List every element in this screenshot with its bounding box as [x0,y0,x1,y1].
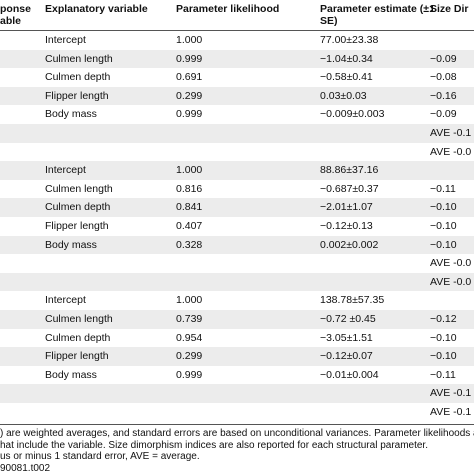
note-line: ) are weighted averages, and standard er… [0,428,474,439]
table-cell: 0.999 [176,368,203,381]
table-row: Culmen length 0.816 −0.687±0.37 −0.11 [0,180,474,199]
table-cell: AVE -0.0 [430,257,472,270]
table-cell: −3.05±1.51 [320,331,373,344]
header-cell: Parameter estimate (±1 SE) [320,3,435,27]
table-cell: 0.999 [176,52,203,65]
table-cell: AVE -0.0 [430,145,472,158]
table-cell: −0.11 [430,368,456,381]
table-row: Flipper length 0.299 0.03±0.03 −0.16 [0,86,474,106]
table-cell: −0.09 [430,108,457,121]
table-cell: 0.407 [176,220,203,232]
table-notes: ) are weighted averages, and standard er… [0,424,474,474]
table-cell: −0.10 [430,220,457,232]
table-row: Body mass 0.328 0.002±0.002 −0.10 [0,235,474,255]
table-cell: Flipper length [45,350,109,363]
table-cell: Intercept [45,164,86,177]
table-cell: Flipper length [45,220,109,232]
table-cell: −0.01±0.004 [320,368,379,381]
table-cell: −0.72 ±0.45 [320,313,376,325]
table-cell: −1.04±0.34 [320,52,373,65]
table-cell: 0.299 [176,89,203,102]
table-row: Body mass 0.999 −0.01±0.004 −0.11 [0,366,474,385]
table-cell: Culmen length [45,52,113,65]
table-row: Intercept 1.000 77.00±23.38 [0,31,474,50]
table-cell: 0.03±0.03 [320,89,367,102]
table-cell: −0.58±0.41 [320,71,373,84]
table-row: Culmen depth 0.954 −3.05±1.51 −0.10 [0,329,474,348]
table-cell: AVE -0.1 [430,387,472,400]
header-cell: ponse able [0,3,31,27]
table-cell: 1.000 [176,34,203,46]
table-cell: Culmen depth [45,331,111,344]
table-cell: Body mass [45,368,97,381]
table-cell: −0.09 [430,52,457,65]
table-cell: Intercept [45,34,86,46]
table-cell: −2.01±1.07 [320,201,373,214]
table-cell: −0.12 [430,313,457,325]
table-row: Flipper length 0.407 −0.12±0.13 −0.10 [0,217,474,236]
table-cell: Culmen length [45,313,113,325]
table-cell: −0.16 [430,89,457,102]
table-cell: 0.999 [176,108,203,121]
table-row: Intercept 1.000 138.78±57.35 [0,291,474,310]
table-cell: −0.10 [430,331,457,344]
table-cell: Culmen depth [45,201,111,214]
table-row: Culmen depth 0.841 −2.01±1.07 −0.10 [0,198,474,217]
table-cell: Body mass [45,108,97,121]
table-cell: AVE -0.1 [430,406,472,418]
table-row: AVE -0.1 [0,403,474,422]
header-cell: Size Dir [430,3,469,15]
table-cell: 0.816 [176,182,203,195]
table-cell: 138.78±57.35 [320,294,385,307]
table-cell: −0.12±0.13 [320,220,373,232]
table-row: Flipper length 0.299 −0.12±0.07 −0.10 [0,347,474,366]
table-cell: 88.86±37.16 [320,164,379,177]
table-row: AVE -0.1 [0,124,474,143]
table-row: AVE -0.0 [0,143,474,162]
note-line: us or minus 1 standard error, AVE = aver… [0,451,200,462]
table-row: Culmen length 0.739 −0.72 ±0.45 −0.12 [0,310,474,329]
table-cell: −0.12±0.07 [320,350,373,363]
table-cell: Culmen length [45,182,113,195]
table-cell: 1.000 [176,294,203,307]
table-row: Culmen depth 0.691 −0.58±0.41 −0.08 [0,68,474,87]
table-cell: 77.00±23.38 [320,34,379,46]
table-cell: −0.10 [430,350,457,363]
header-cell: Parameter likelihood [176,3,280,15]
table-header: ponse able Explanatory variable Parameter … [0,0,474,31]
header-cell: Explanatory variable [45,3,148,15]
table-cell: 0.299 [176,350,203,363]
table-row: Culmen length 0.999 −1.04±0.34 −0.09 [0,49,474,69]
table-cell: AVE -0.0 [430,275,472,288]
table-cell: Culmen depth [45,71,111,84]
table-cell: 0.841 [176,201,203,214]
table-cell: Flipper length [45,89,109,102]
table-row: AVE -0.1 [0,384,474,403]
table-row: AVE -0.0 [0,272,474,292]
table-row: Body mass 0.999 −0.009±0.003 −0.09 [0,105,474,124]
table-row: Intercept 1.000 88.86±37.16 [0,161,474,180]
note-line: 90081.t002 [0,462,51,474]
table-cell: 0.954 [176,331,203,344]
table-cell: Intercept [45,294,86,307]
table-cell: −0.687±0.37 [320,182,379,195]
table-cell: −0.08 [430,71,457,84]
table-cell: −0.009±0.003 [320,108,385,121]
table-cell: 0.328 [176,238,203,251]
table-cell: 0.691 [176,71,203,84]
table-row: AVE -0.0 [0,254,474,273]
table-cell: −0.10 [430,201,457,214]
table-cell: Body mass [45,238,97,251]
note-line: hat include the variable. Size dimorphis… [0,439,428,451]
table-cell: 0.002±0.002 [320,238,379,251]
table-cell: AVE -0.1 [430,127,472,139]
table-cell: 1.000 [176,164,203,177]
table-cell: −0.10 [430,238,457,251]
table-cell: −0.11 [430,182,456,195]
table-cell: 0.739 [176,313,203,325]
